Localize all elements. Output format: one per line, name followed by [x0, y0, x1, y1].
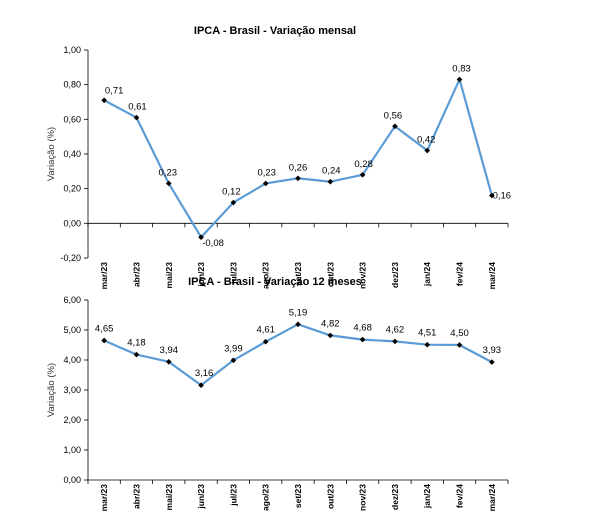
y-axis-label: Variação (%)	[46, 363, 57, 417]
data-point	[165, 358, 172, 365]
data-point	[262, 180, 269, 187]
x-tick-label: ago/23	[261, 262, 271, 289]
data-point	[198, 234, 204, 241]
x-tick-label: jan/24	[422, 484, 432, 509]
x-tick-label: jun/23	[196, 262, 206, 288]
data-label: 4,18	[127, 338, 146, 349]
x-tick-label: mar/24	[487, 262, 497, 290]
data-label: 3,16	[195, 368, 214, 379]
x-tick-label: jan/24	[422, 262, 432, 287]
y-tick-label: 0,60	[63, 114, 81, 124]
x-tick-label: out/23	[325, 262, 335, 287]
y-tick-label: 3,00	[63, 385, 81, 395]
data-point	[165, 180, 172, 187]
data-label: 4,50	[450, 328, 469, 339]
data-label: 3,94	[160, 345, 179, 356]
x-tick-label: dez/23	[390, 484, 400, 510]
data-point	[327, 178, 334, 185]
x-tick-label: jun/23	[196, 484, 206, 510]
data-point	[359, 171, 366, 178]
data-label: 0,23	[159, 167, 178, 178]
data-label: 4,62	[386, 324, 405, 335]
data-point	[327, 332, 334, 339]
y-tick-label: 5,00	[63, 325, 81, 335]
data-point	[133, 114, 140, 121]
x-tick-label: dez/23	[390, 262, 400, 288]
x-tick-label: out/23	[325, 484, 335, 509]
y-tick-label: 6,00	[63, 295, 81, 305]
x-tick-label: abr/23	[131, 262, 141, 287]
y-tick-label: 4,00	[63, 355, 81, 365]
x-tick-label: nov/23	[358, 262, 368, 289]
series-line	[103, 78, 493, 239]
x-tick-label: ago/23	[261, 484, 271, 511]
chart-title: IPCA - Brasil - Variação mensal	[194, 25, 356, 37]
data-point	[295, 175, 301, 182]
data-label: 5,19	[289, 307, 308, 318]
y-axis-label: Variação (%)	[46, 127, 57, 181]
y-tick-label: 0,00	[63, 475, 81, 485]
data-label: 0,56	[384, 110, 403, 121]
x-tick-label: set/23	[293, 484, 303, 508]
data-label: 3,99	[224, 343, 243, 354]
data-point	[198, 382, 204, 389]
data-point	[101, 97, 107, 104]
y-tick-label: 1,00	[63, 445, 81, 455]
data-label: 4,51	[418, 328, 437, 339]
data-label: -0,08	[202, 238, 224, 249]
data-point	[101, 337, 107, 344]
chart-title: IPCA - Brasil - Variação 12 meses	[188, 276, 362, 288]
data-label: 0,61	[128, 102, 147, 113]
x-tick-label: abr/23	[131, 484, 141, 509]
x-tick-label: jul/23	[228, 262, 238, 285]
y-tick-label: 1,00	[63, 45, 81, 55]
data-label: 4,61	[256, 325, 275, 336]
data-point	[359, 336, 366, 343]
data-label: 0,71	[105, 85, 124, 96]
data-label: 3,93	[483, 345, 502, 356]
y-tick-label: 0,20	[63, 184, 81, 194]
data-point	[424, 147, 431, 154]
data-label: 0,16	[493, 191, 512, 202]
x-tick-label: mar/24	[487, 484, 497, 512]
data-label: 0,28	[354, 159, 373, 170]
y-tick-label: 0,00	[63, 218, 81, 228]
y-tick-label: -0,20	[60, 253, 81, 263]
data-point	[295, 321, 301, 328]
x-tick-label: fev/24	[455, 484, 465, 508]
x-tick-label: mai/23	[164, 484, 174, 511]
data-label: 0,42	[417, 135, 436, 146]
y-tick-label: 0,80	[63, 80, 81, 90]
data-point	[489, 359, 495, 365]
x-tick-label: mar/23	[99, 262, 109, 290]
x-tick-label: mai/23	[164, 262, 174, 289]
data-point	[424, 341, 431, 348]
data-label: 4,82	[321, 318, 340, 329]
data-label: 0,83	[452, 63, 471, 74]
data-label: 0,12	[222, 187, 241, 198]
data-point	[489, 192, 495, 199]
data-point	[230, 199, 237, 206]
data-label: 0,23	[257, 167, 276, 178]
y-tick-label: 2,00	[63, 415, 81, 425]
x-tick-label: mar/23	[99, 484, 109, 512]
data-label: 0,24	[322, 166, 341, 177]
chart-1: IPCA - Brasil - Variação mensal Variação …	[46, 25, 511, 289]
data-label: 0,26	[289, 162, 308, 173]
data-point	[392, 338, 398, 345]
data-point	[262, 338, 269, 345]
y-tick-label: 0,40	[63, 149, 81, 159]
data-point	[456, 76, 463, 83]
data-point	[456, 342, 463, 348]
data-label: 4,65	[95, 324, 114, 335]
data-point	[133, 351, 140, 358]
data-point	[230, 357, 237, 364]
x-tick-label: fev/24	[455, 262, 465, 286]
data-label: 4,68	[353, 323, 372, 334]
x-tick-label: nov/23	[358, 484, 368, 511]
x-tick-label: jul/23	[228, 484, 238, 507]
x-tick-label: set/23	[293, 262, 303, 286]
chart-2: IPCA - Brasil - Variação 12 meses Variaçã…	[46, 276, 509, 512]
